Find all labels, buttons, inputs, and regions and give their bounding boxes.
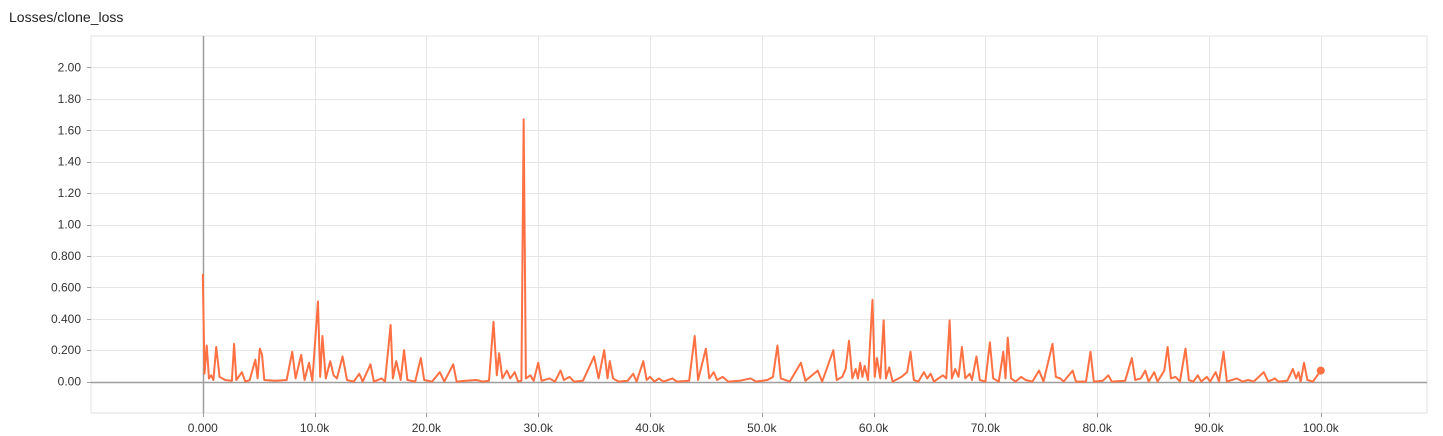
y-tick-label: 1.60 (58, 123, 82, 137)
plot-frame (90, 35, 1428, 414)
y-tick-label: 1.40 (58, 155, 82, 169)
y-tick-label: 0.00 (58, 375, 82, 389)
grid (90, 35, 1428, 414)
y-tick-label: 2.00 (58, 60, 82, 74)
x-tick-label: 60.0k (859, 421, 889, 435)
x-tick-label: 20.0k (412, 421, 442, 435)
y-tick-label: 0.800 (51, 249, 81, 263)
x-tick-label: 70.0k (971, 421, 1001, 435)
y-tick-label: 0.200 (51, 343, 81, 357)
x-tick-label: 0.000 (188, 421, 218, 435)
x-tick-label: 10.0k (300, 421, 330, 435)
y-tick-label: 1.20 (58, 186, 82, 200)
series-layer[interactable] (201, 118, 1325, 383)
x-tick-label: 100.0k (1303, 421, 1340, 435)
series-line[interactable] (201, 118, 1322, 383)
x-tick-label: 40.0k (635, 421, 665, 435)
y-tick-label: 0.600 (51, 280, 81, 294)
x-tick-label: 50.0k (747, 421, 777, 435)
y-tick-label: 0.400 (51, 312, 81, 326)
x-tick-label: 80.0k (1083, 421, 1113, 435)
y-axis-tick-labels: 0.00 0.200 0.400 0.600 0.800 1.00 1.20 1.40 1.60… (51, 60, 91, 389)
y-tick-label: 1.80 (58, 92, 82, 106)
x-tick-label: 30.0k (524, 421, 554, 435)
last-point-marker[interactable] (1316, 366, 1325, 375)
x-tick-label: 90.0k (1194, 421, 1224, 435)
y-tick-label: 1.00 (58, 218, 82, 232)
chart-title: Losses/clone_loss (9, 9, 124, 25)
x-axis-tick-labels: 0.000 10.0k 20.0k 30.0k 40.0k 50.0k 60.0k 70.0k… (188, 413, 1340, 435)
